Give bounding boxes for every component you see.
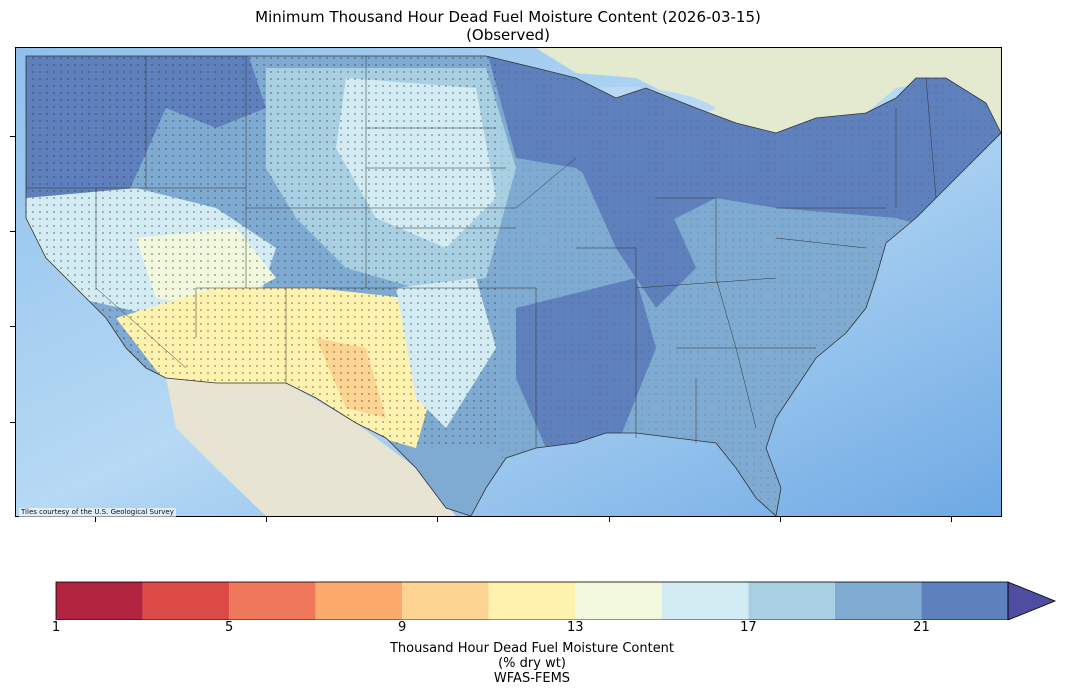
y-tick — [10, 326, 15, 327]
colorbar-tick-label: 5 — [224, 620, 234, 635]
colorbar-bin — [834, 582, 922, 620]
map-panel[interactable] — [15, 47, 1002, 517]
mexico-land — [166, 378, 456, 516]
colorbar-bin — [575, 582, 662, 620]
map-title-line2: (Observed) — [466, 26, 550, 44]
x-tick — [780, 517, 781, 522]
map-title-line1: Minimum Thousand Hour Dead Fuel Moisture… — [255, 8, 761, 26]
conus-map — [16, 48, 1001, 516]
colorbar-tick-label: 1 — [51, 620, 61, 635]
y-tick — [10, 136, 15, 137]
colorbar-extend-arrow — [1007, 581, 1057, 620]
x-tick — [266, 517, 267, 522]
colorbar-tick-label: 21 — [913, 620, 930, 635]
colorbar-bin — [402, 582, 489, 620]
colorbar-outline — [55, 581, 1009, 620]
x-tick — [437, 517, 438, 522]
colorbar-label-line3: WFAS-FEMS — [493, 671, 571, 686]
colorbar-bin — [142, 582, 230, 620]
colorbar-label: Thousand Hour Dead Fuel Moisture Content… — [380, 641, 684, 686]
map-title: Minimum Thousand Hour Dead Fuel Moisture… — [0, 8, 1016, 44]
y-tick — [10, 422, 15, 423]
colorbar-bin — [315, 582, 403, 620]
colorbar-bin — [921, 582, 1008, 620]
colorbar-tick-label: 13 — [566, 620, 584, 635]
colorbar-bins — [55, 581, 1057, 620]
state-borders — [26, 56, 937, 448]
x-tick — [609, 517, 610, 522]
colorbar-label-line1: Thousand Hour Dead Fuel Moisture Content — [389, 641, 675, 656]
y-tick — [10, 231, 15, 232]
canada-land — [536, 48, 1001, 133]
colorbar-tick-label: 17 — [740, 620, 757, 635]
x-tick — [95, 517, 96, 522]
colorbar-bin — [56, 582, 143, 620]
colorbar-tick-label: 9 — [398, 620, 407, 635]
colorbar-bin — [229, 582, 316, 620]
colorbar-bin — [488, 582, 576, 620]
colorbar — [55, 581, 1057, 620]
colorbar-bin — [748, 582, 835, 620]
colorbar-label-line2: (% dry wt) — [498, 656, 566, 671]
x-tick — [951, 517, 952, 522]
colorbar-bin — [661, 582, 749, 620]
tile-attribution: Tiles courtesy of the U.S. Geological Su… — [19, 508, 176, 517]
